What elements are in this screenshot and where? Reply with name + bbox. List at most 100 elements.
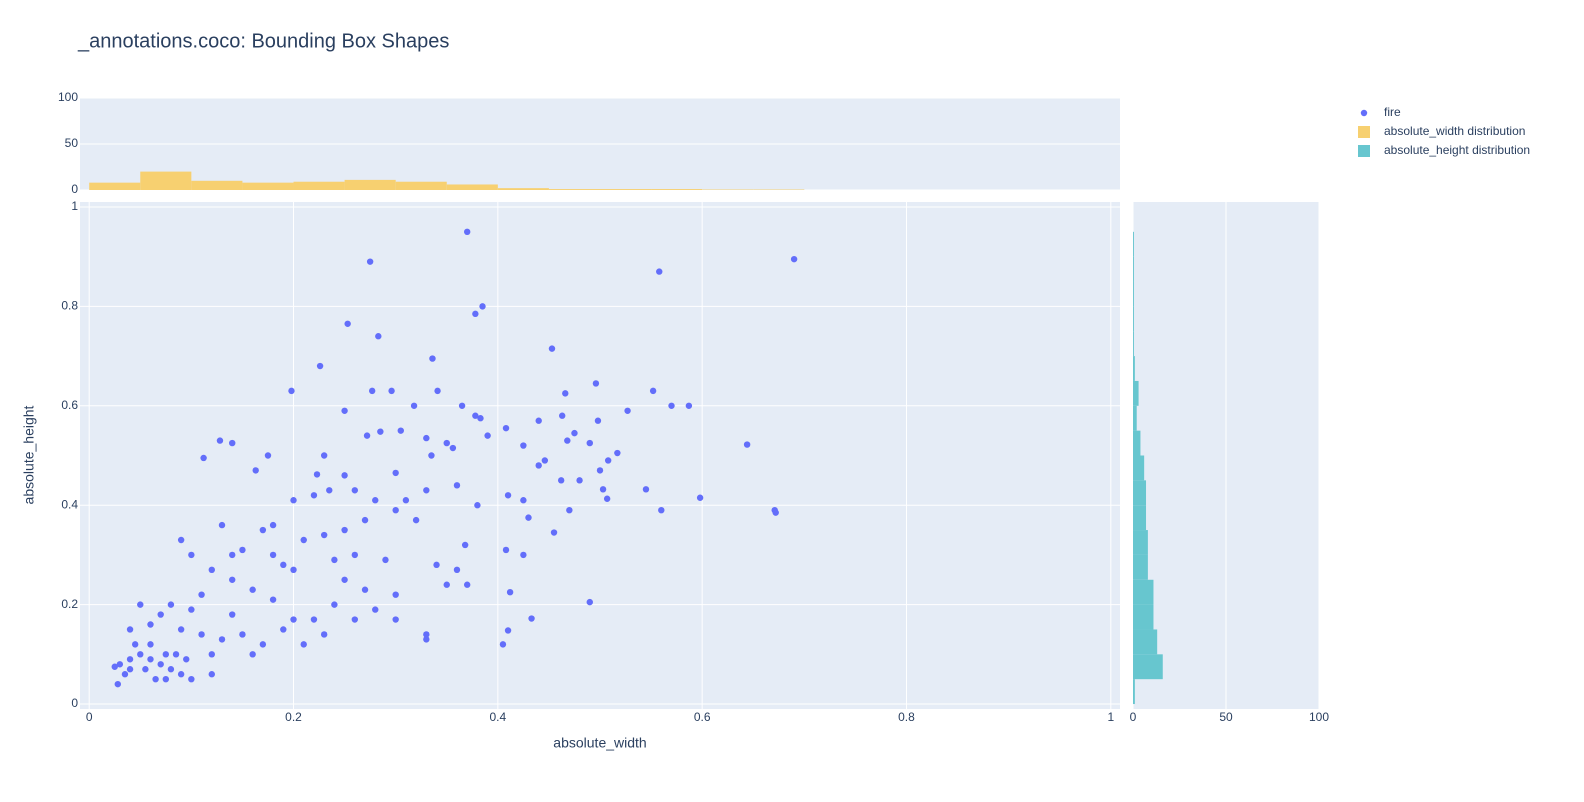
scatter-point (270, 596, 276, 602)
scatter-point (477, 415, 483, 421)
scatter-point (403, 497, 409, 503)
scatter-point (127, 666, 133, 672)
scatter-point (249, 651, 255, 657)
y-tick-label: 1 (71, 199, 78, 213)
histogram-bar (396, 182, 447, 190)
scatter-point (341, 472, 347, 478)
scatter-point (593, 380, 599, 386)
histogram-bar (651, 189, 702, 190)
scatter-point (773, 509, 779, 515)
histogram-bar (1133, 605, 1153, 630)
y-tick-label: 0.2 (61, 597, 78, 611)
scatter-point (587, 440, 593, 446)
scatter-point (484, 432, 490, 438)
histogram-bar (1133, 356, 1135, 381)
scatter-point (198, 631, 204, 637)
scatter-point (314, 471, 320, 477)
histogram-bar (1133, 654, 1163, 679)
histogram-bar (242, 183, 293, 190)
scatter-point (270, 522, 276, 528)
x-tick-label: 0.8 (898, 710, 915, 724)
scatter-point (558, 477, 564, 483)
legend-label: fire (1384, 105, 1401, 119)
scatter-point (576, 477, 582, 483)
x-tick-label: 1 (1107, 710, 1114, 724)
scatter-point (464, 229, 470, 235)
scatter-point (520, 497, 526, 503)
x-tick-label: 0.6 (694, 710, 711, 724)
scatter-point (507, 589, 513, 595)
histogram-bar (345, 180, 396, 190)
scatter-point (411, 403, 417, 409)
scatter-point (112, 664, 118, 670)
scatter-point (260, 527, 266, 533)
scatter-point (127, 656, 133, 662)
histogram-bar (1133, 282, 1134, 307)
histogram-bar (1133, 406, 1137, 431)
scatter-point (147, 656, 153, 662)
scatter-point (280, 626, 286, 632)
scatter-point (168, 666, 174, 672)
scatter-point (367, 258, 373, 264)
scatter-point (413, 517, 419, 523)
scatter-point (433, 562, 439, 568)
legend-swatch (1358, 145, 1370, 157)
scatter-point (428, 452, 434, 458)
scatter-point (372, 497, 378, 503)
scatter-point (229, 552, 235, 558)
scatter-point (301, 641, 307, 647)
scatter-point (656, 268, 662, 274)
scatter-point (280, 562, 286, 568)
histogram-bar (600, 189, 651, 190)
scatter-point (317, 363, 323, 369)
scatter-point (536, 418, 542, 424)
scatter-point (188, 676, 194, 682)
scatter-point (321, 532, 327, 538)
scatter-point (158, 661, 164, 667)
scatter-point (253, 467, 259, 473)
scatter-point (352, 552, 358, 558)
scatter-point (341, 527, 347, 533)
chart-title: _annotations.coco: Bounding Box Shapes (77, 30, 449, 52)
histogram-bar (89, 183, 140, 190)
scatter-point (168, 601, 174, 607)
scatter-point (744, 441, 750, 447)
scatter-point (559, 413, 565, 419)
legend-marker (1361, 110, 1367, 116)
scatter-point (423, 487, 429, 493)
scatter-point (142, 666, 148, 672)
scatter-point (217, 437, 223, 443)
y-tick-label: 0.4 (61, 497, 78, 511)
scatter-point (331, 601, 337, 607)
scatter-point (624, 408, 630, 414)
scatter-point (536, 462, 542, 468)
histogram-bar (1133, 381, 1139, 406)
scatter-point (375, 333, 381, 339)
scatter-point (290, 497, 296, 503)
scatter-point (229, 440, 235, 446)
scatter-point (392, 470, 398, 476)
scatter-point (178, 537, 184, 543)
scatter-point (542, 457, 548, 463)
scatter-point (311, 492, 317, 498)
scatter-point (209, 671, 215, 677)
scatter-point (454, 567, 460, 573)
histogram-bar (1133, 530, 1148, 555)
scatter-point (791, 256, 797, 262)
scatter-point (311, 616, 317, 622)
scatter-point (520, 552, 526, 558)
scatter-point (668, 403, 674, 409)
scatter-point (200, 455, 206, 461)
scatter-point (479, 303, 485, 309)
scatter-point (321, 631, 327, 637)
scatter-point (444, 582, 450, 588)
y-tick-label: 100 (58, 90, 78, 104)
scatter-point (369, 388, 375, 394)
histogram-bar (1133, 505, 1146, 530)
scatter-point (587, 599, 593, 605)
scatter-point (434, 388, 440, 394)
scatter-point (188, 552, 194, 558)
histogram-bar (294, 182, 345, 190)
scatter-point (564, 437, 570, 443)
scatter-point (265, 452, 271, 458)
